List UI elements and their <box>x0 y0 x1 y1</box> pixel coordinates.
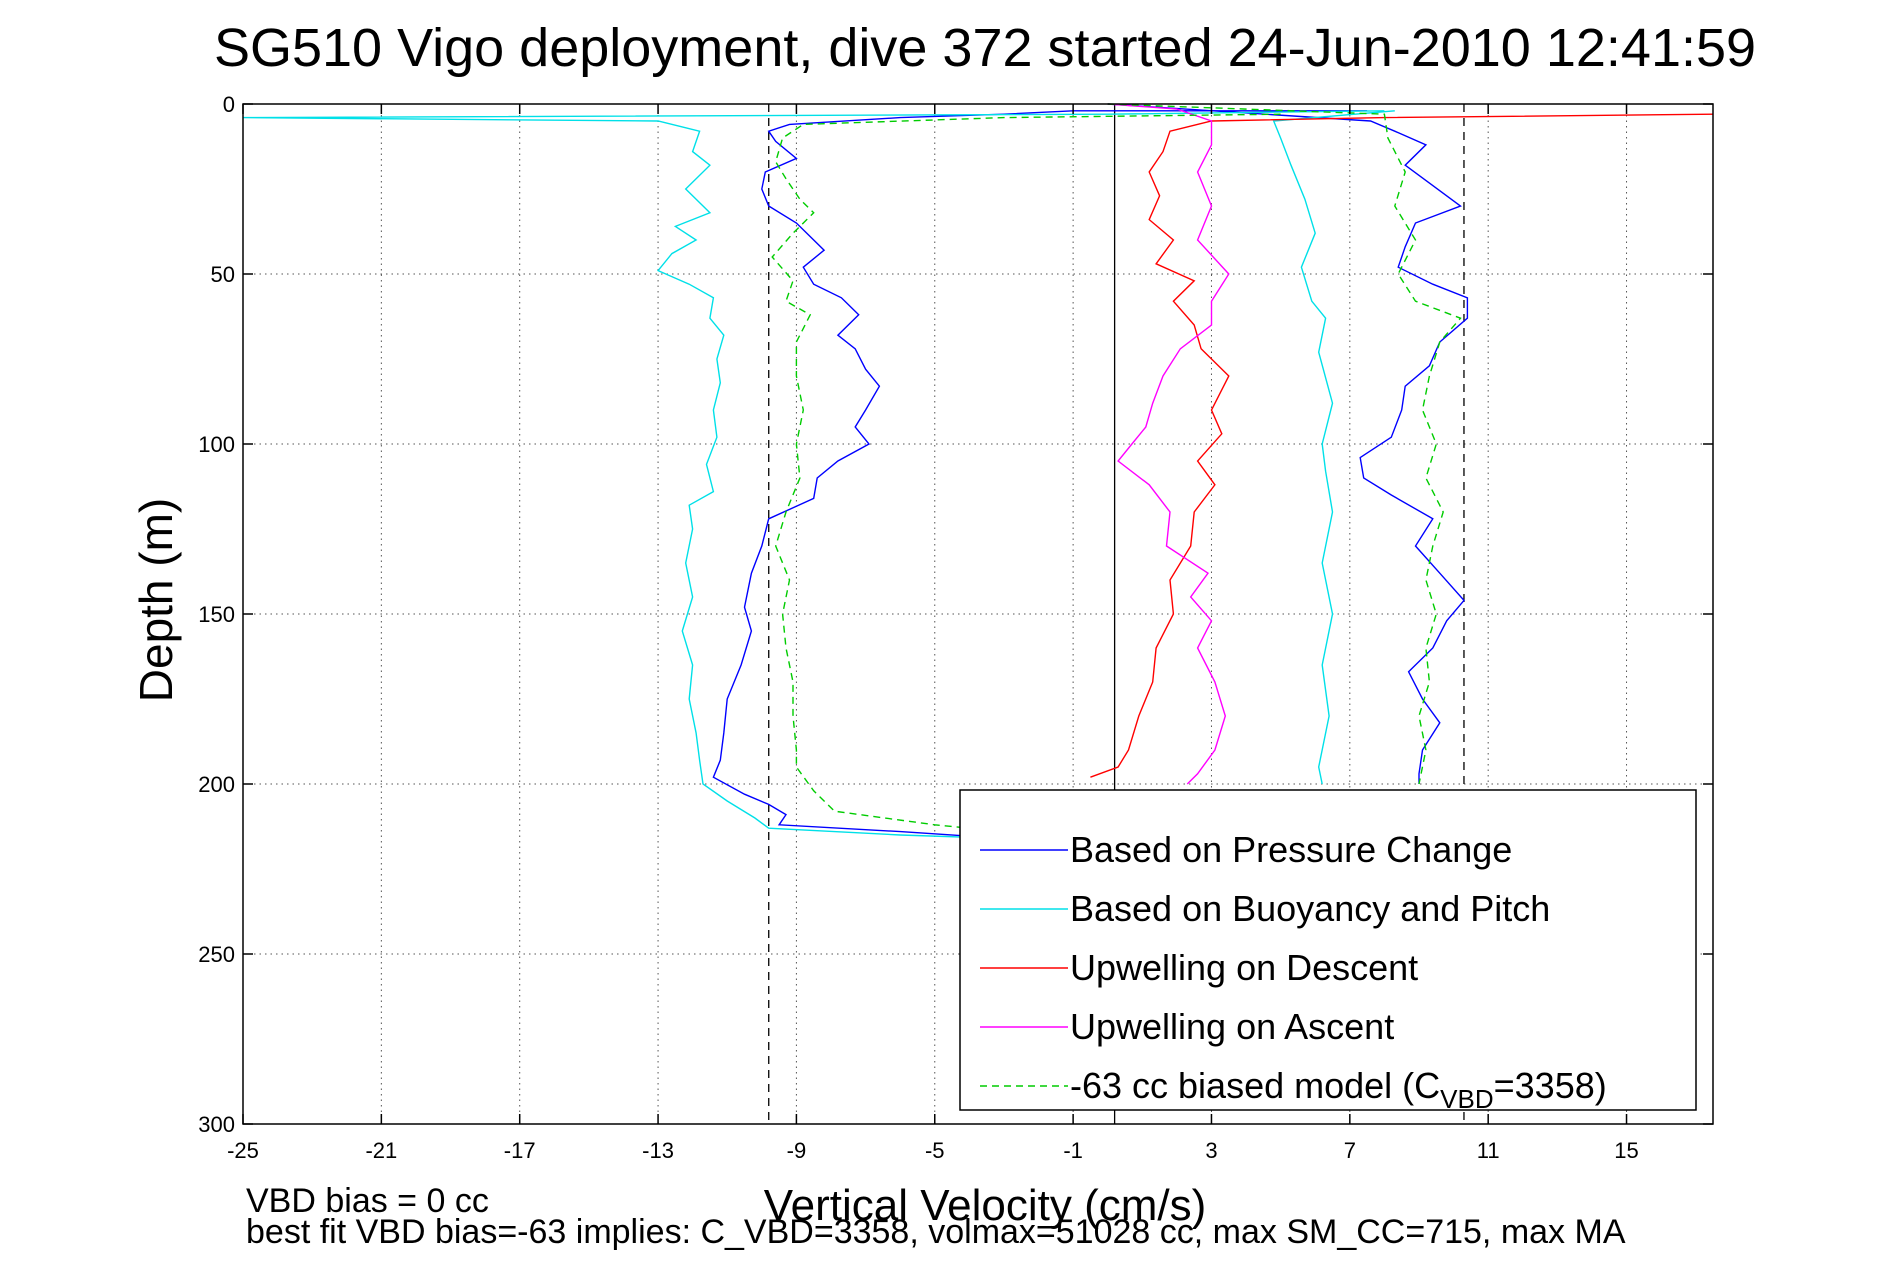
legend: Based on Pressure Change Based on Buoyanc… <box>959 789 1697 1114</box>
y-tick-label-3: 150 <box>198 602 235 627</box>
y-tick-label-1: 50 <box>211 262 235 287</box>
x-tick-label-1: -21 <box>365 1138 397 1163</box>
series-line-0-ascent <box>1107 103 1469 784</box>
legend-label-4: -63 cc biased model (CVBD=3358) <box>1070 1065 1607 1114</box>
x-tick-label-9: 11 <box>1477 1138 1500 1163</box>
series-line-2 <box>1090 113 1714 778</box>
axis-ticks: -25 -21 -17 -13 -9 -5 -1 3 7 11 150501001502002503… <box>198 92 1713 1163</box>
legend-label-0: Based on Pressure Change <box>1070 829 1512 870</box>
annotation-best-fit: best fit VBD bias=-63 implies: C_VBD=335… <box>246 1213 1626 1251</box>
x-tick-label-5: -5 <box>925 1138 945 1163</box>
legend-label-3: Upwelling on Ascent <box>1070 1006 1394 1047</box>
legend-box <box>959 789 1697 1111</box>
series-line-3 <box>1107 103 1230 785</box>
y-axis-label: Depth (m) <box>130 498 182 702</box>
series-line-1-ascent <box>1272 110 1395 785</box>
x-tick-label-0: -25 <box>227 1138 259 1163</box>
y-tick-label-6: 300 <box>198 1112 235 1137</box>
legend-label-1: Based on Buoyancy and Pitch <box>1070 888 1550 929</box>
x-axis-label: Vertical Velocity (cm/s) <box>764 1181 1207 1230</box>
chart-title: SG510 Vigo deployment, dive 372 started … <box>214 18 1756 78</box>
x-tick-label-3: -13 <box>642 1138 674 1163</box>
y-tick-label-5: 250 <box>198 942 235 967</box>
annotation-vbd-bias: VBD bias = 0 cc <box>246 1182 489 1220</box>
series-line-4-ascent <box>1107 103 1462 785</box>
y-tick-label-4: 200 <box>198 772 235 797</box>
series-line-1 <box>242 110 1385 843</box>
x-tick-label-6: -1 <box>1063 1138 1083 1163</box>
y-tick-label-2: 100 <box>198 432 235 457</box>
legend-label-2: Upwelling on Descent <box>1070 947 1418 988</box>
x-tick-label-7: 3 <box>1205 1138 1217 1163</box>
plot-area <box>242 103 1714 1124</box>
x-tick-label-2: -17 <box>504 1138 536 1163</box>
x-tick-label-8: 7 <box>1344 1138 1356 1163</box>
y-tick-label-0: 0 <box>223 92 235 117</box>
x-tick-label-10: 15 <box>1614 1138 1638 1163</box>
series-line-0 <box>712 110 1368 843</box>
x-tick-label-4: -9 <box>787 1138 807 1163</box>
